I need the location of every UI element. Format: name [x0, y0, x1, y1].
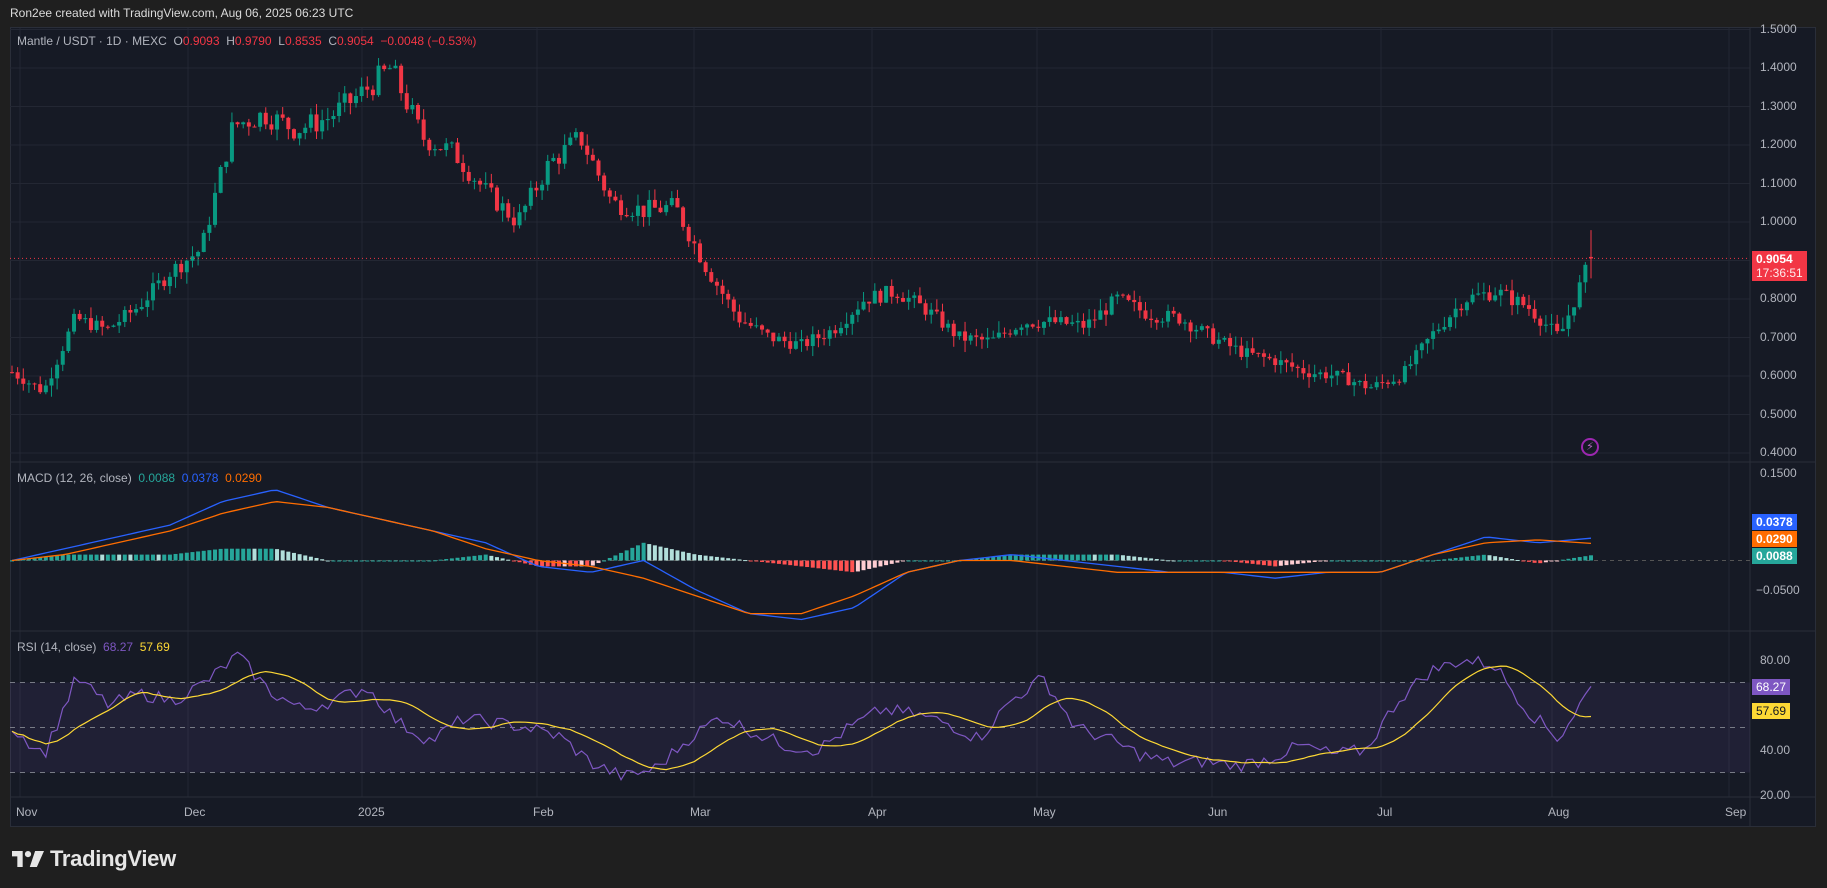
macd-tick-top: 0.1500	[1760, 466, 1797, 480]
rsi-tick-80: 80.00	[1760, 653, 1791, 667]
change-value: −0.0048 (−0.53%)	[380, 34, 477, 48]
price-tick: 0.7000	[1760, 329, 1797, 344]
time-tick: Jul	[1377, 805, 1393, 819]
symbol-legend: Mantle / USDT · 1D · MEXC O0.9093 H0.979…	[17, 34, 477, 48]
credit-text: Ron2ee created with TradingView.com, Aug…	[10, 6, 354, 20]
price-tick: 1.1000	[1760, 175, 1797, 190]
bar-countdown: 17:36:51	[1756, 266, 1803, 280]
signal-tag: 0.0290	[1752, 531, 1797, 547]
chart-frame[interactable]	[10, 27, 1816, 827]
hist-tag: 0.0088	[1752, 548, 1797, 564]
rsi-tick-20: 20.00	[1760, 788, 1791, 802]
macd-legend: MACD (12, 26, close) 0.0088 0.0378 0.029…	[17, 471, 262, 485]
open-value: 0.9093	[182, 34, 220, 48]
time-tick: 2025	[358, 805, 385, 819]
macd-tag: 0.0378	[1752, 514, 1797, 530]
time-tick: May	[1033, 805, 1056, 819]
time-tick: Jun	[1208, 805, 1228, 819]
time-tick: Mar	[690, 805, 711, 819]
rsi-ma-tag: 57.69	[1752, 703, 1791, 719]
time-tick: Sep	[1725, 805, 1747, 819]
price-tick: 1.2000	[1760, 137, 1797, 151]
time-tick: Apr	[868, 805, 887, 819]
macd-hist-value: 0.0088	[138, 471, 176, 485]
close-value: 0.9054	[336, 34, 374, 48]
rsi-title: RSI (14, close)	[17, 640, 97, 654]
symbol-label: Mantle / USDT · 1D · MEXC	[17, 34, 167, 48]
price-tick: 0.6000	[1760, 368, 1797, 382]
time-tick: Nov	[16, 805, 38, 819]
rsi-tick-40: 40.00	[1760, 743, 1791, 757]
rsi-legend: RSI (14, close) 68.27 57.69	[17, 640, 170, 654]
tradingview-logo[interactable]: TradingView	[12, 846, 176, 872]
low-value: 0.8535	[284, 34, 322, 48]
macd-signal-value: 0.0290	[225, 471, 262, 485]
price-tick: 1.5000	[1760, 21, 1797, 36]
macd-title: MACD (12, 26, close)	[17, 471, 132, 485]
price-tick: 1.4000	[1760, 60, 1797, 74]
macd-line-value: 0.0378	[181, 471, 219, 485]
price-tick: 0.8000	[1760, 291, 1797, 305]
rsi-ma-value: 57.69	[139, 640, 170, 654]
time-tick: Dec	[184, 805, 206, 819]
price-tick: 0.5000	[1760, 406, 1797, 421]
last-price-tag: 0.9054 17:36:51	[1752, 251, 1807, 281]
tv-logo-icon	[12, 851, 44, 867]
price-tick: 1.0000	[1760, 214, 1797, 228]
price-tick: 1.3000	[1760, 98, 1797, 113]
macd-tick-bottom: −0.0500	[1756, 583, 1800, 597]
time-tick: Feb	[533, 805, 554, 819]
lightning-icon[interactable]: ⚡	[1581, 438, 1599, 456]
price-tick: 0.4000	[1760, 445, 1797, 459]
rsi-tag: 68.27	[1752, 679, 1791, 695]
rsi-value: 68.27	[103, 640, 134, 654]
time-tick: Aug	[1548, 805, 1570, 819]
high-value: 0.9790	[234, 34, 272, 48]
logo-text: TradingView	[50, 846, 176, 871]
